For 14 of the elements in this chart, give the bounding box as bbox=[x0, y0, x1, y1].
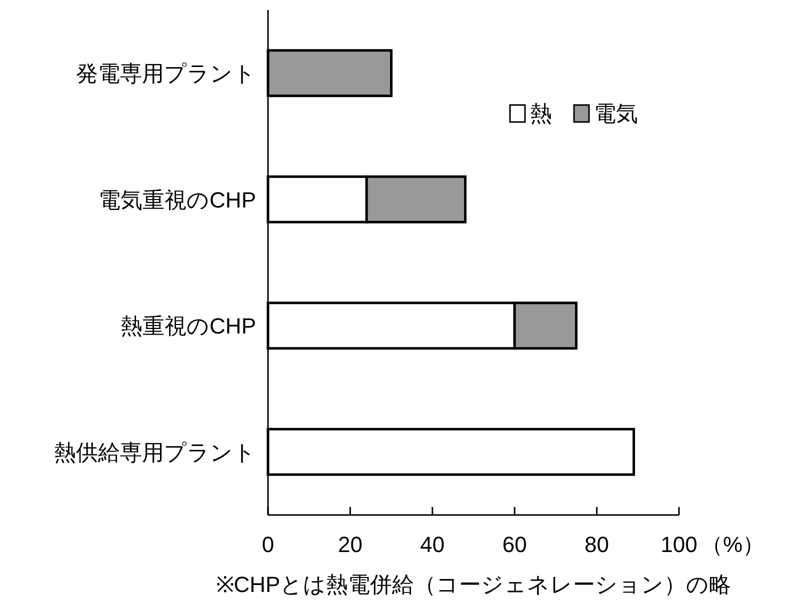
x-tick-label: 80 bbox=[584, 532, 610, 557]
y-tick-label: 熱供給専用プラント bbox=[54, 440, 256, 465]
legend-label: 熱 bbox=[530, 101, 552, 126]
text: ※CHPとは熱電併給（コージェネレーション）の略 bbox=[216, 572, 732, 597]
x-tick-label: 100 bbox=[660, 532, 698, 557]
legend-label: 電気 bbox=[594, 101, 638, 126]
x-tick-label: 60 bbox=[502, 532, 527, 557]
x-axis-title: （%） bbox=[701, 532, 765, 557]
x-tick-label: 40 bbox=[420, 532, 445, 557]
y-tick-label: 熱重視のCHP bbox=[120, 314, 256, 339]
x-tick-label: 0 bbox=[262, 532, 274, 557]
y-tick-label: 発電専用プラント bbox=[76, 61, 256, 86]
x-tick-label: 20 bbox=[338, 532, 362, 557]
y-tick-label: 電気重視のCHP bbox=[98, 187, 256, 212]
